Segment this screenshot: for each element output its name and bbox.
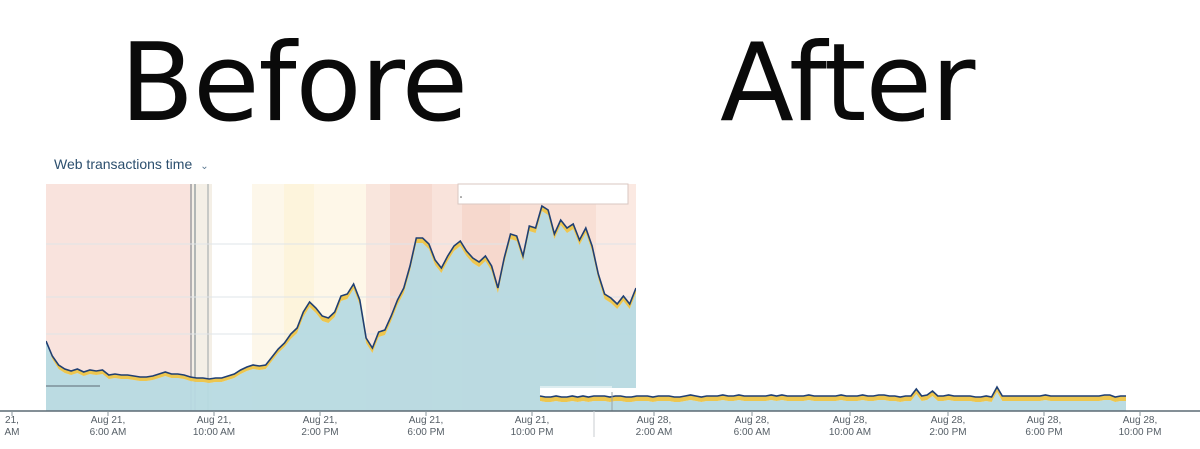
after-tick-label-4: Aug 28, (1027, 415, 1061, 426)
before-area (46, 211, 636, 411)
before-tick-label-5: Aug 21, (515, 415, 549, 426)
before-tick-label-3: Aug 21, (303, 415, 337, 426)
after-series (539, 385, 1126, 411)
after-tick-label-1: Aug 28, (735, 415, 769, 426)
after-tick-label-4-line2: 6:00 PM (1025, 427, 1062, 438)
after-tick-label-1-line2: 6:00 AM (734, 427, 771, 438)
before-tick-label-3-line2: 2:00 PM (301, 427, 338, 438)
metric-dropdown-label: Web transactions time (54, 156, 193, 172)
after-tick-label-3: Aug 28, (931, 415, 965, 426)
before-title: Before (120, 21, 468, 146)
after-line (539, 385, 1126, 398)
metric-dropdown[interactable]: Web transactions time ⌄ (54, 156, 209, 172)
after-area (540, 392, 1126, 411)
after-tick-label-5: Aug 28, (1123, 415, 1157, 426)
before-tick-label-4-line2: 6:00 PM (407, 427, 444, 438)
before-tick-label-2: Aug 21, (197, 415, 231, 426)
before-tick-label-2-line2: 10:00 AM (193, 427, 235, 438)
before-tick-label-4: Aug 21, (409, 415, 443, 426)
before-tick-label-0-line2: AM (5, 427, 20, 438)
before-series (46, 204, 636, 411)
before-tick-label-1-line2: 6:00 AM (90, 427, 127, 438)
after-tick-label-3-line2: 2:00 PM (929, 427, 966, 438)
chevron-down-icon: ⌄ (200, 161, 209, 172)
after-tick-label-5-line2: 10:00 PM (1119, 427, 1162, 438)
after-title: After (720, 21, 975, 146)
after-band (540, 387, 1126, 402)
before-tick-label-5-line2: 10:00 PM (511, 427, 554, 438)
after-tick-label-0: Aug 28, (637, 415, 671, 426)
before-tick-label-0: 21, (5, 415, 19, 426)
after-tick-label-0-line2: 2:00 AM (636, 427, 673, 438)
before-line (46, 204, 636, 380)
after-tick-label-2-line2: 10:00 AM (829, 427, 871, 438)
after-tick-label-2: Aug 28, (833, 415, 867, 426)
before-tick-label-1: Aug 21, (91, 415, 125, 426)
